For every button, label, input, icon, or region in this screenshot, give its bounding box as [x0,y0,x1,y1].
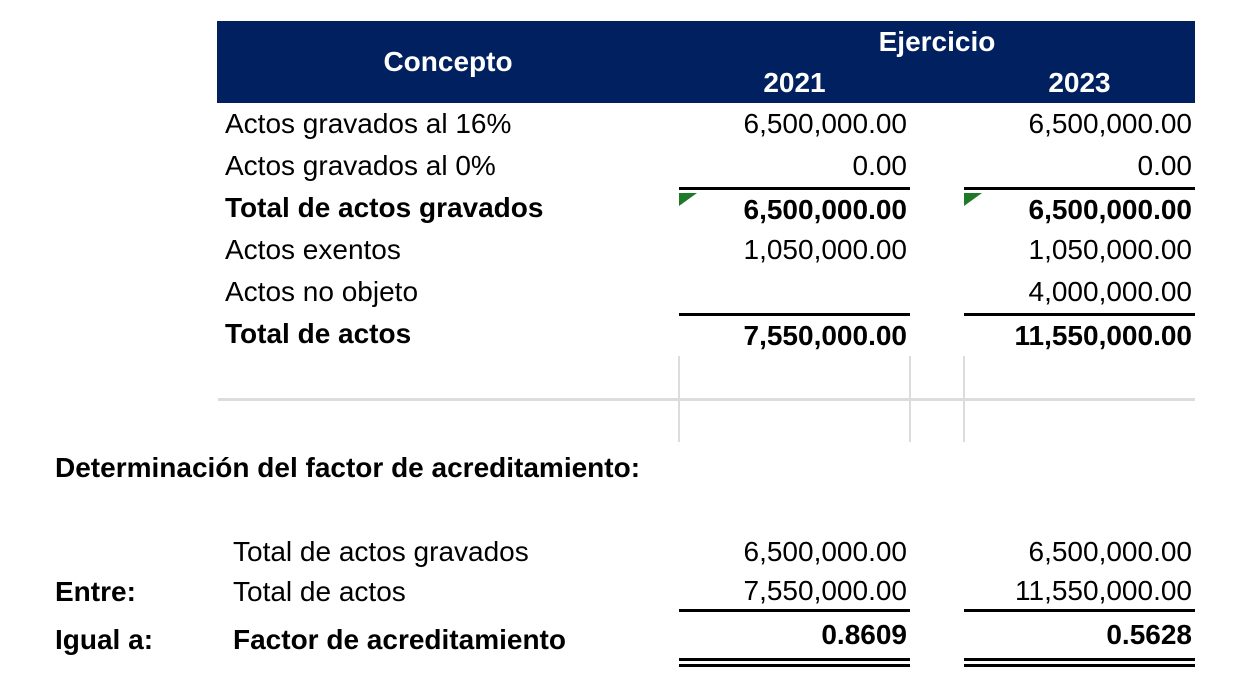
value-cell-2023[interactable]: 0.00 [1137,150,1193,181]
iva-actos-table: Concepto Ejercicio 2021 2023 Actos grava… [217,21,1195,355]
header-cell-year-2021[interactable]: 2021 [763,66,826,98]
value-cell-2023[interactable]: 4,000,000.00 [1028,276,1193,307]
header-right: Ejercicio 2021 2023 [679,21,1195,103]
factor-row: Total de actos gravados 6,500,000.00 6,5… [55,532,1195,572]
table-row: Actos exentos 1,050,000.00 1,050,000.00 [217,229,1195,271]
factor-row-resultado: Igual a: Factor de acreditamiento 0.8609… [55,612,1195,667]
gap-cell [910,532,964,572]
operator-cell[interactable]: Entre: [55,576,136,607]
table-row: Actos no objeto 4,000,000.00 [217,271,1195,313]
excel-error-triangle-icon [964,193,982,206]
value-cell-2021[interactable]: 6,500,000.00 [743,536,908,567]
value-cell-2023[interactable]: 11,550,000.00 [964,313,1195,355]
gap-cell [910,145,964,187]
value-cell-2023[interactable]: 6,500,000.00 [1028,108,1193,139]
table-header: Concepto Ejercicio 2021 2023 [217,21,1195,103]
factor-table: Total de actos gravados 6,500,000.00 6,5… [55,532,1195,667]
value-cell-2021[interactable]: 6,500,000.00 [679,187,910,229]
table-row: Actos gravados al 0% 0.00 0.00 [217,145,1195,187]
value-cell-2023[interactable]: 6,500,000.00 [964,187,1195,229]
factor-row-entre: Entre: Total de actos 7,550,000.00 11,55… [55,572,1195,612]
value-cell-2021[interactable]: 7,550,000.00 [679,313,910,355]
value-cell-2021[interactable]: 1,050,000.00 [743,234,908,265]
concept-cell[interactable]: Total de actos [225,318,412,349]
operator-cell[interactable] [55,532,225,572]
value-text: 6,500,000.00 [1028,193,1193,225]
concept-cell[interactable]: Total de actos [233,576,406,607]
gridline-vertical [909,356,911,442]
concept-cell[interactable]: Total de actos gravados [225,192,544,223]
concept-cell[interactable]: Actos no objeto [225,276,419,307]
gap-cell [910,271,964,313]
gridline-vertical [963,356,965,442]
gridline-vertical [678,356,680,442]
gap-cell [910,313,964,355]
value-cell-2021[interactable]: 0.00 [852,150,908,181]
header-gap [910,62,964,103]
concept-cell[interactable]: Actos gravados al 0% [225,150,496,181]
value-cell-2021[interactable]: 0.8609 [679,612,910,667]
gap-cell [910,229,964,271]
header-cell-ejercicio[interactable]: Ejercicio [878,25,996,57]
excel-error-triangle-icon [679,193,697,206]
value-cell-2023[interactable]: 1,050,000.00 [1028,234,1193,265]
table-row-total-gravados: Total de actos gravados 6,500,000.00 6,5… [217,187,1195,229]
gridline-horizontal [218,398,1195,401]
value-text: 6,500,000.00 [743,193,908,225]
operator-cell[interactable]: Igual a: [55,623,154,655]
value-cell-2023[interactable]: 0.5628 [964,612,1195,667]
concept-cell[interactable]: Factor de acreditamiento [233,623,566,655]
value-cell-2021[interactable] [679,271,910,313]
value-cell-2021[interactable]: 6,500,000.00 [743,108,908,139]
gap-cell [910,612,964,667]
section-title[interactable]: Determinación del factor de acreditamien… [55,452,641,483]
header-years-row: 2021 2023 [679,62,1195,103]
header-cell-concepto[interactable]: Concepto [383,46,513,77]
concept-cell[interactable]: Total de actos gravados [233,536,529,567]
gap-cell [910,103,964,145]
concept-cell[interactable]: Actos gravados al 16% [225,108,512,139]
value-cell-2023[interactable]: 6,500,000.00 [1028,536,1193,567]
gap-cell [910,572,964,612]
value-cell-2021[interactable]: 7,550,000.00 [679,572,910,612]
header-cell-year-2023[interactable]: 2023 [1048,66,1111,98]
gap-cell [910,187,964,229]
table-row: Actos gravados al 16% 6,500,000.00 6,500… [217,103,1195,145]
concept-cell[interactable]: Actos exentos [225,234,401,265]
value-cell-2023[interactable]: 11,550,000.00 [964,572,1195,612]
table-row-total-actos: Total de actos 7,550,000.00 11,550,000.0… [217,313,1195,355]
